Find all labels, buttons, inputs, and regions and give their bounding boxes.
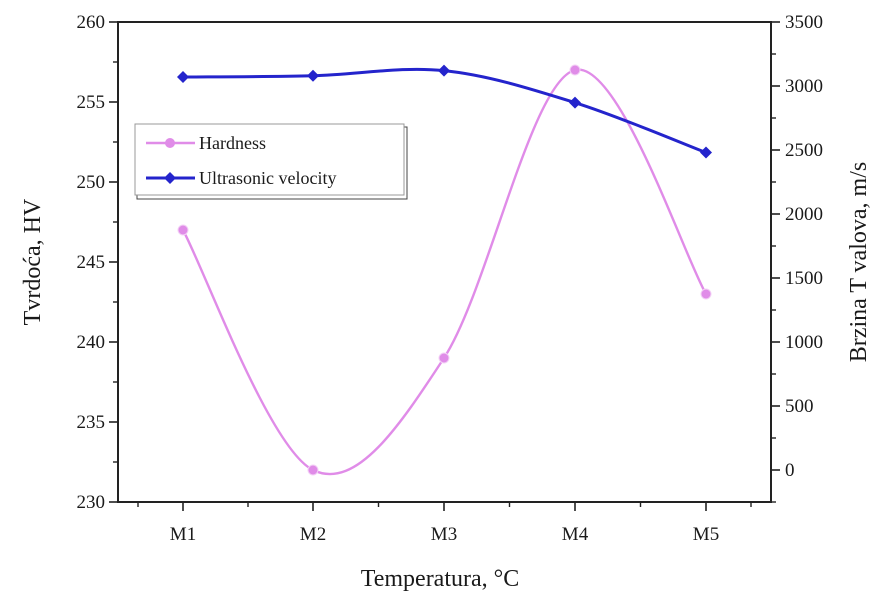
x-axis-title: Temperatura, °C xyxy=(361,566,520,592)
x-tick-label: M5 xyxy=(693,524,719,545)
ultrasonic-velocity-point xyxy=(569,96,581,109)
right-y-tick-label: 3500 xyxy=(785,12,823,33)
right-y-tick-label: 0 xyxy=(785,460,795,481)
legend-ultrasonic-velocity-label: Ultrasonic velocity xyxy=(199,168,336,188)
plot-frame xyxy=(117,21,772,503)
axes-layer: M1 M2 M3 M4 M5 230 235 240 245 250 255 260 0 500 1000 1… xyxy=(20,12,872,592)
hardness-line xyxy=(181,68,708,476)
hardness-point xyxy=(700,288,712,300)
left-y-tick-label: 260 xyxy=(77,12,106,33)
plot-layer xyxy=(177,64,712,476)
right-y-tick-label: 2000 xyxy=(785,204,823,225)
ultrasonic-velocity-point xyxy=(177,71,189,84)
right-y-tick-label: 500 xyxy=(785,396,814,417)
left-y-tick-label: 235 xyxy=(77,412,106,433)
x-tick-label: M1 xyxy=(170,524,196,545)
hardness-point xyxy=(177,224,189,236)
ultrasonic-velocity-point xyxy=(438,64,450,77)
left-y-tick-label: 230 xyxy=(77,492,106,513)
right-y-tick-label: 1000 xyxy=(785,332,823,353)
left-y-tick-label: 240 xyxy=(77,332,106,353)
x-tick-label: M3 xyxy=(431,524,457,545)
right-y-tick-label: 3000 xyxy=(785,76,823,97)
ultrasonic-velocity-point xyxy=(307,69,319,82)
left-y-axis-title: Tvrdoća, HV xyxy=(20,198,46,325)
legend: Hardness Ultrasonic velocity xyxy=(134,123,408,200)
left-y-tick-label: 250 xyxy=(77,172,106,193)
ultrasonic-velocity-point xyxy=(700,146,712,159)
right-y-tick-label: 2500 xyxy=(785,140,823,161)
x-tick-label: M4 xyxy=(562,524,589,545)
hardness-point xyxy=(569,64,581,76)
legend-ultrasonic-velocity-marker xyxy=(164,172,176,184)
hardness-point xyxy=(438,352,450,364)
legend-box xyxy=(134,123,405,196)
left-y-tick-label: 255 xyxy=(77,92,106,113)
legend-hardness-marker xyxy=(165,138,175,148)
right-y-axis-title: Brzina T valova, m/s xyxy=(846,162,872,362)
x-tick-label: M2 xyxy=(300,524,326,545)
right-y-tick-label: 1500 xyxy=(785,268,823,289)
legend-hardness-label: Hardness xyxy=(199,133,266,153)
left-y-tick-label: 245 xyxy=(77,252,106,273)
hardness-point xyxy=(307,464,319,476)
